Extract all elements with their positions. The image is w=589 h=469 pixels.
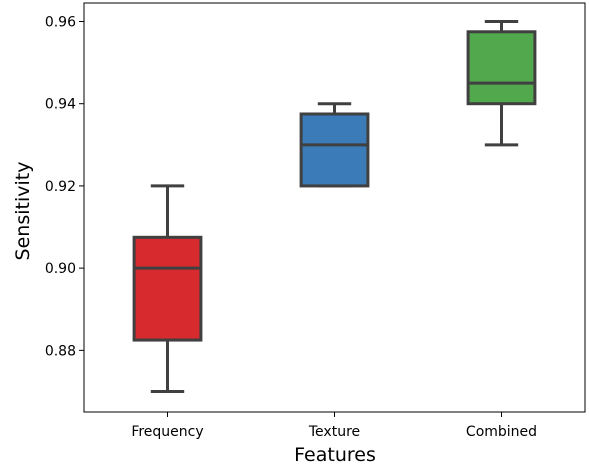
y-tick-label: 0.88 [45,343,76,359]
x-axis: Frequency Texture Combined [131,412,537,440]
y-tick-label: 0.96 [45,14,76,30]
x-axis-title: Features [294,444,376,466]
iqr-box [466,30,537,106]
y-tick-label: 0.94 [45,97,76,113]
box-frequency [132,184,203,393]
box-texture [299,102,370,188]
x-tick-label: Frequency [131,424,203,440]
y-tick-label: 0.92 [45,179,76,195]
y-axis: 0.88 0.90 0.92 0.94 0.96 [45,14,84,359]
iqr-box [299,112,370,188]
y-axis-title: Sensitivity [12,162,34,261]
box-combined [466,19,537,147]
y-tick-label: 0.90 [45,261,76,277]
boxes-layer [132,19,537,393]
x-tick-label: Texture [308,424,360,440]
iqr-box [132,235,203,342]
x-tick-label: Combined [466,424,537,440]
